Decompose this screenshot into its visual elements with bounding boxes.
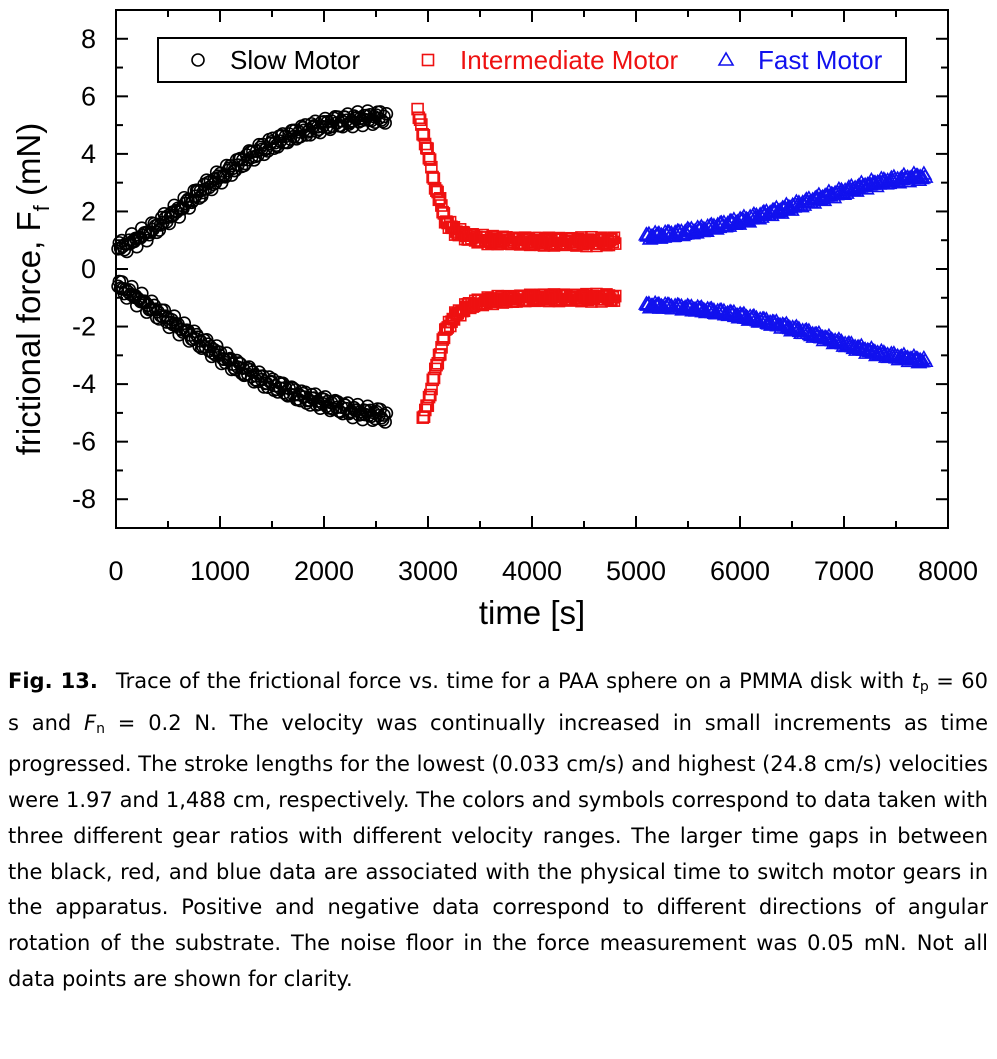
y-axis-title-subscript: f: [29, 204, 54, 211]
plot-frame: [115, 9, 949, 529]
data-point-circle: [375, 114, 390, 129]
y-tick-label: -2: [72, 312, 96, 342]
y-tick-label: -4: [72, 369, 96, 399]
y-tick-label: -6: [72, 427, 96, 457]
tp-subscript: p: [919, 679, 929, 695]
x-tick-label: 7000: [814, 556, 874, 586]
y-axis-title-unit: (mN): [10, 123, 47, 205]
data-point-square: [427, 172, 441, 185]
y-tick-label: -8: [72, 484, 96, 514]
legend-symbol-circle: [191, 53, 205, 67]
data-point-square: [433, 348, 447, 361]
x-tick-label: 8000: [918, 556, 978, 586]
data-point-circle: [152, 223, 167, 237]
legend-box: [157, 37, 907, 83]
y-tick-label: 4: [81, 139, 96, 169]
data-point-circle: [379, 107, 394, 121]
legend-symbol-square: [421, 53, 435, 67]
fn-subscript: n: [96, 720, 106, 737]
data-point-circle: [377, 408, 391, 422]
data-point-circle: [379, 406, 394, 420]
data-point-circle: [373, 105, 387, 119]
data-point-circle: [139, 233, 154, 248]
y-tick-label: 8: [81, 24, 96, 54]
frictional-force-chart: 0 1000 2000 3000 4000 5000 6000 7000 8000 -8 -6 -4 -…: [10, 9, 978, 631]
y-tick-label: 2: [81, 196, 96, 226]
data-point-square: [427, 371, 441, 385]
data-point-square: [416, 127, 429, 141]
x-tick-label: 6000: [710, 556, 770, 586]
legend: Slow Motor Intermediate Motor Fast Motor: [157, 37, 907, 83]
data-point-circle: [378, 415, 392, 429]
data-point-square: [417, 128, 431, 142]
chart-svg: 0 1000 2000 3000 4000 5000 6000 7000 8000 -8 -6 -4 -…: [10, 9, 978, 631]
legend-label: Intermediate Motor: [460, 45, 679, 75]
x-tick-label: 4000: [502, 556, 562, 586]
caption-text-1: Trace of the frictional force vs. time f…: [115, 669, 912, 693]
data-point-square: [418, 403, 432, 417]
axis-ticks: 0 1000 2000 3000 4000 5000 6000 7000 8000 -8 -6 -4 -…: [72, 10, 978, 586]
data-point-square: [416, 411, 430, 424]
data-point-square: [412, 111, 426, 125]
data-point-square: [431, 356, 445, 370]
x-tick-label: 2000: [294, 556, 354, 586]
data-point-square: [607, 294, 621, 307]
y-axis-title: frictional force, Ff (mN): [10, 123, 54, 456]
data-point-triangle: [655, 228, 673, 243]
data-point-circle: [146, 222, 160, 237]
data-point-circle: [134, 286, 149, 301]
tp-symbol: t: [911, 669, 920, 693]
data-point-triangle: [909, 167, 927, 182]
x-tick-label: 3000: [398, 556, 458, 586]
data-point-circle: [377, 109, 391, 124]
data-point-circle: [167, 309, 182, 323]
data-point-circle: [172, 210, 187, 224]
data-point-circle: [374, 411, 389, 425]
data-point-circle: [340, 107, 355, 121]
x-tick-label: 1000: [190, 556, 250, 586]
data-point-square: [608, 289, 622, 303]
data-point-square: [430, 184, 443, 197]
data-point-circle: [177, 316, 192, 330]
data-point-square: [608, 237, 622, 250]
data-point-circle: [204, 182, 219, 197]
data-point-circle: [211, 169, 225, 184]
caption-text-3: = 0.2 N. The velocity was continually in…: [8, 710, 988, 991]
legend-label: Fast Motor: [758, 45, 883, 75]
figure-caption: Fig. 13. Trace of the frictional force vs…: [8, 664, 988, 997]
data-point-square: [433, 192, 447, 205]
data-point-triangle: [916, 352, 934, 368]
data-point-circle: [209, 339, 224, 353]
caption-text-2: = 60 s and: [8, 669, 988, 735]
legend-label: Slow Motor: [230, 45, 360, 75]
data-point-square: [423, 153, 437, 166]
data-point-circle: [130, 239, 144, 254]
legend-symbol-triangle: [717, 51, 735, 66]
data-point-circle: [378, 116, 392, 130]
y-tick-label: 0: [81, 254, 96, 284]
x-tick-label: 5000: [606, 556, 666, 586]
data-point-square: [418, 137, 432, 151]
data-point-triangle: [916, 168, 934, 183]
x-axis-title: time [s]: [479, 594, 585, 631]
figure-label: Fig. 13.: [8, 669, 98, 693]
x-tick-label: 0: [108, 556, 123, 586]
data-point-square: [606, 290, 620, 304]
y-tick-label: 6: [81, 81, 96, 111]
data-point-square: [422, 390, 436, 404]
y-axis-title-main: frictional force, F: [10, 211, 47, 455]
fn-symbol: F: [84, 710, 97, 735]
data-point-square: [606, 235, 619, 249]
data-point-square: [422, 151, 436, 165]
data-point-square: [435, 199, 448, 212]
data-markers: [111, 102, 934, 429]
data-point-circle: [149, 225, 164, 240]
data-point-square: [435, 341, 448, 354]
